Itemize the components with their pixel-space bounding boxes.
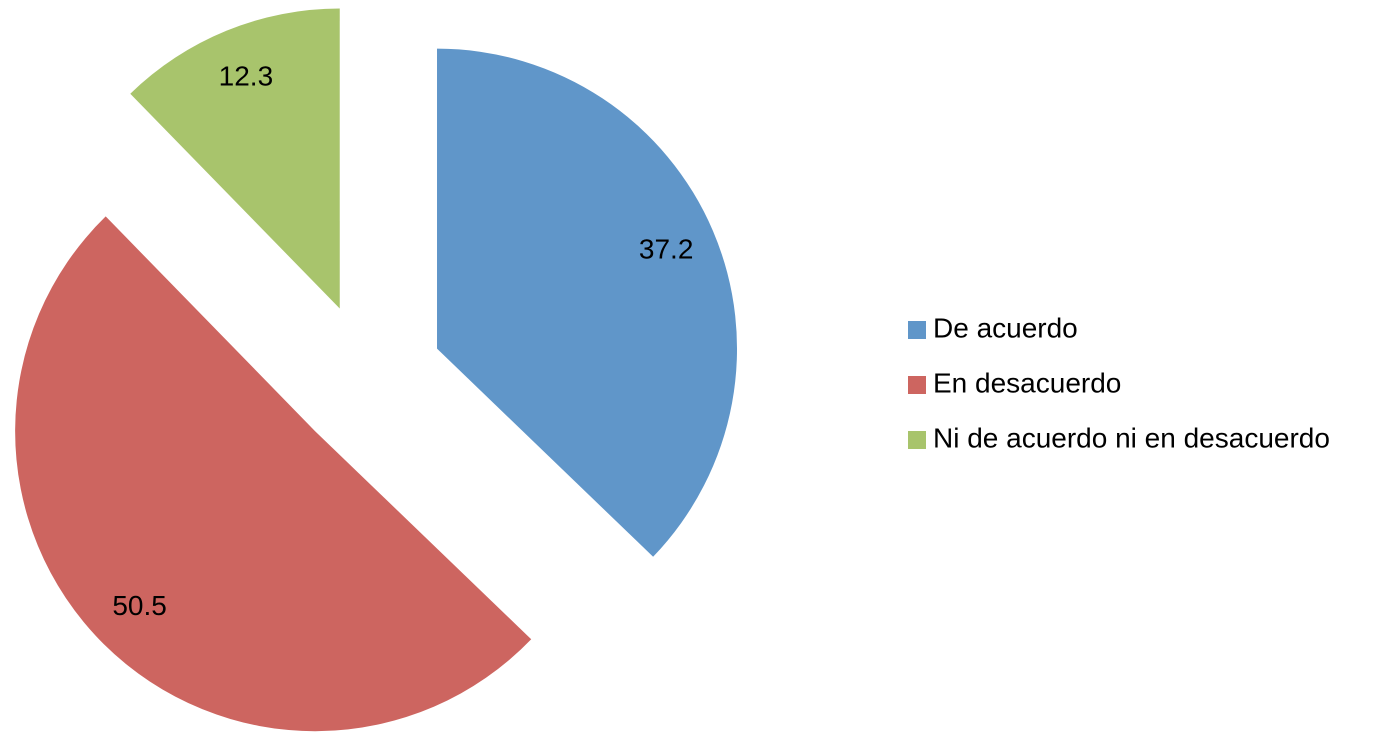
pie-slice: [15, 216, 532, 732]
legend-swatch: [908, 321, 926, 339]
legend-label: De acuerdo: [933, 312, 1078, 343]
pie-slice: [130, 8, 340, 309]
legend-swatch: [908, 376, 926, 394]
legend-label: En desacuerdo: [933, 367, 1121, 398]
pie-slice: [437, 48, 738, 557]
data-label: 37.2: [639, 234, 694, 265]
legend-label: Ni de acuerdo ni en desacuerdo: [933, 422, 1330, 453]
legend-swatch: [908, 431, 926, 449]
data-label: 12.3: [219, 60, 274, 91]
data-label: 50.5: [112, 590, 167, 621]
